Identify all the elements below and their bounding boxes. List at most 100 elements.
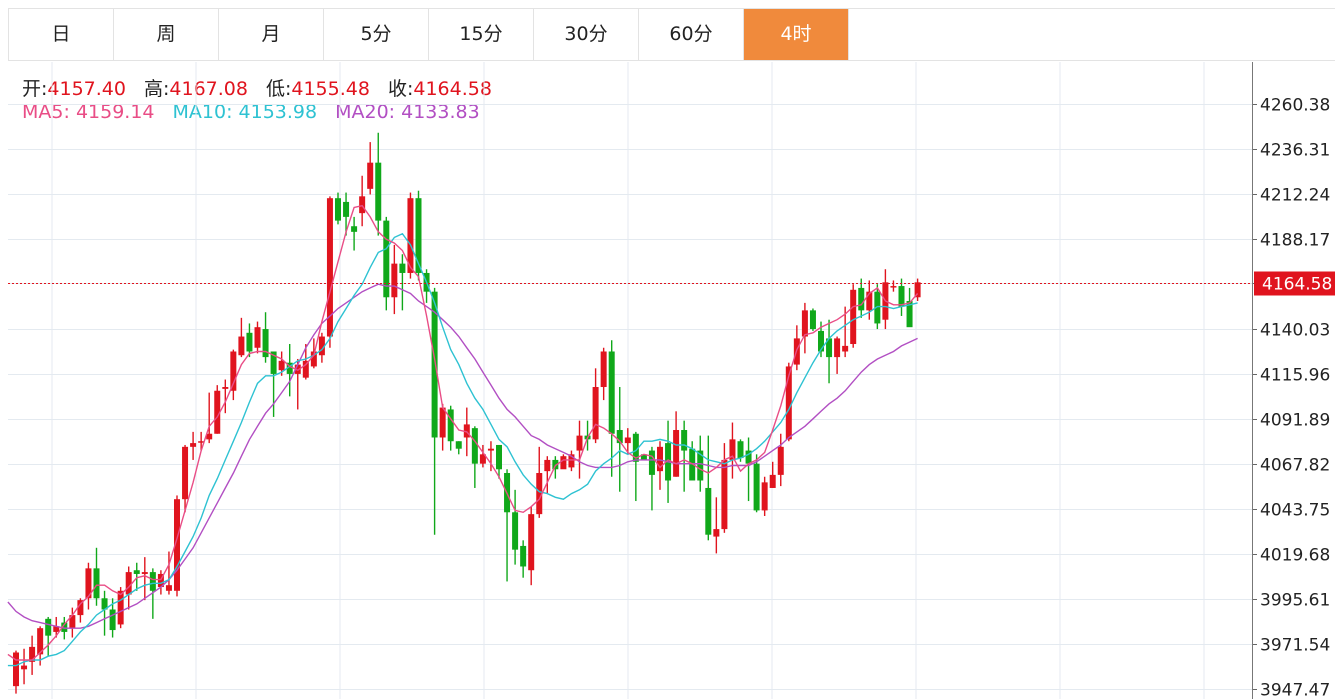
tab-month[interactable]: 月: [219, 9, 324, 60]
candle-body: [520, 545, 527, 567]
current-price-badge: [1254, 271, 1335, 296]
low-label: 低:: [265, 78, 292, 100]
candle-body: [286, 362, 293, 374]
ma5-label: MA5:: [22, 101, 70, 123]
low-value: 4155.48: [291, 78, 370, 100]
candle-body: [463, 424, 470, 438]
ma10-line: [7, 232, 918, 667]
candle-body: [544, 459, 551, 472]
ma20-value: 4133.83: [401, 101, 480, 123]
candle-body: [198, 441, 205, 443]
tab-15min[interactable]: 15分: [429, 9, 534, 60]
candle-body: [713, 529, 720, 537]
candle-body: [431, 291, 438, 438]
tab-week[interactable]: 周: [114, 9, 219, 60]
y-tick-label: 3947.47: [1260, 681, 1330, 699]
candle-body: [640, 454, 647, 460]
candle-body: [61, 622, 68, 632]
candle-body: [399, 263, 406, 273]
candle-body: [270, 351, 277, 374]
candle-body: [528, 514, 535, 571]
candle-body: [318, 336, 325, 356]
candle-body: [101, 598, 108, 610]
candle-body: [890, 286, 897, 288]
candle-body: [174, 499, 180, 591]
candle-body: [842, 345, 849, 352]
candle-body: [351, 226, 358, 232]
tab-day[interactable]: 日: [9, 9, 114, 60]
candle-body: [761, 482, 768, 511]
candle-body: [367, 162, 374, 189]
candle-body: [125, 572, 132, 595]
candle-body: [278, 360, 285, 371]
candle-body: [69, 615, 76, 629]
candle-body: [576, 435, 583, 451]
candle-body: [246, 332, 253, 352]
close-label: 收:: [387, 78, 414, 100]
candle-body: [568, 454, 575, 468]
period-tab-bar: 日 周 月 5分 15分 30分 60分 4时: [8, 8, 1335, 61]
candle-body: [471, 428, 478, 464]
tab-60min[interactable]: 60分: [639, 9, 744, 60]
candle-body: [29, 646, 36, 662]
candle-body: [37, 628, 44, 655]
candle-body: [496, 444, 502, 470]
candle-body: [560, 456, 567, 470]
candle-body: [487, 448, 494, 451]
open-value: 4157.40: [47, 78, 126, 100]
current-price-label: 4164.58: [1262, 275, 1332, 295]
candle-body: [407, 198, 414, 273]
candle-body: [673, 430, 680, 477]
candle-body: [898, 286, 905, 307]
candle-body: [608, 351, 615, 434]
tab-5min[interactable]: 5分: [324, 9, 429, 60]
candle-body: [45, 618, 52, 636]
candle-body: [479, 454, 486, 464]
candle-body: [343, 201, 350, 217]
candle-body: [326, 198, 333, 337]
candle-body: [302, 360, 309, 378]
ma10-value: 4153.98: [238, 101, 318, 123]
candle-body: [93, 568, 100, 599]
candle-body: [657, 446, 663, 472]
y-tick-label: 4212.24: [1260, 186, 1330, 206]
candle-body: [697, 450, 704, 481]
candle-body: [826, 338, 833, 358]
y-tick-label: 4091.89: [1260, 411, 1330, 431]
candle-body: [809, 310, 816, 330]
candle-body: [53, 626, 60, 632]
candle-body: [850, 289, 857, 345]
candle-body: [294, 364, 301, 374]
ma-readout: MA5: 4159.14 MA10: 4153.98 MA20: 4133.83: [22, 101, 498, 123]
candle-body: [238, 336, 245, 356]
y-tick-label: 4188.17: [1260, 231, 1330, 251]
ma20-line: [7, 283, 918, 629]
candle-body: [858, 287, 865, 311]
candle-body: [600, 351, 607, 388]
candle-body: [536, 473, 543, 515]
y-tick-label: 4236.31: [1260, 141, 1330, 161]
candle-body: [801, 310, 808, 337]
y-tick-label: 4140.03: [1260, 321, 1330, 341]
candle-body: [592, 387, 599, 440]
candle-body: [455, 441, 462, 449]
y-tick-label: 3995.61: [1260, 591, 1330, 611]
tab-4hour[interactable]: 4时: [744, 9, 849, 60]
candle-body: [874, 291, 881, 324]
candle-body: [310, 351, 317, 367]
candle-body: [785, 366, 792, 440]
ma5-value: 4159.14: [75, 101, 155, 123]
y-tick-label: 4067.82: [1260, 456, 1330, 476]
candle-body: [705, 487, 712, 535]
candle-body: [141, 572, 148, 574]
candle-body: [729, 439, 736, 460]
y-tick-label: 4043.75: [1260, 501, 1330, 521]
candle-body: [383, 220, 390, 298]
candle-body: [632, 433, 639, 462]
candle-body: [109, 609, 116, 631]
candle-body: [77, 600, 84, 616]
tab-30min[interactable]: 30分: [534, 9, 639, 60]
candle-body: [214, 390, 221, 434]
candle-body: [737, 441, 744, 459]
